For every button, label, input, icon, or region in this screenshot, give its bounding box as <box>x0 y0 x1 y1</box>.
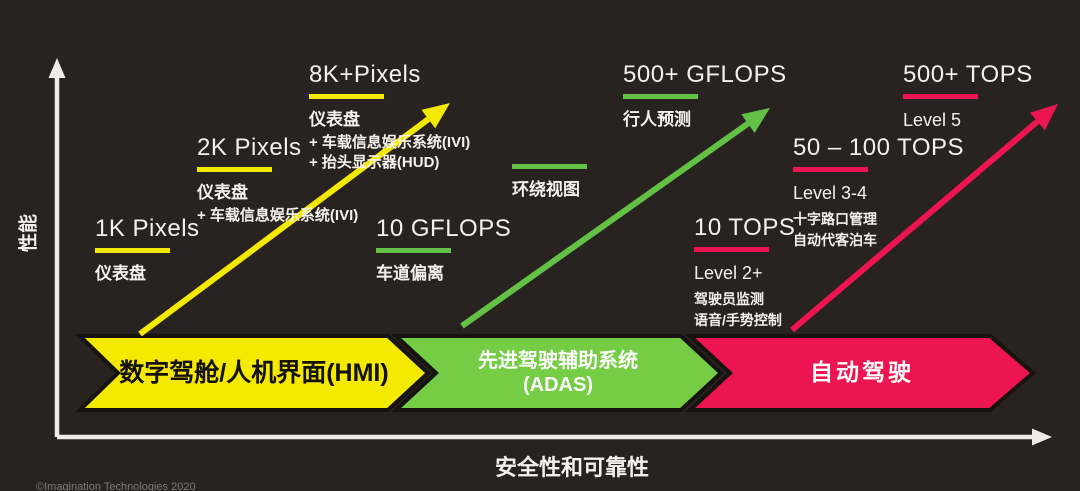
growth-arrow-adas-head <box>741 108 770 133</box>
milestone-title: 50 – 100 TOPS <box>793 134 965 161</box>
y-axis-label: 性能 <box>18 213 40 253</box>
milestone-line: 语音/手势控制 <box>694 311 782 328</box>
milestone-line: + 车载信息娱乐系统(IVI) <box>197 206 359 224</box>
milestone-underline-bar <box>694 247 769 252</box>
milestone-underline-bar <box>309 94 384 99</box>
stage-label-line: 数字驾舱/人机界面(HMI) <box>119 359 389 387</box>
milestone-title: 500+ GFLOPS <box>623 61 787 88</box>
milestone-title: 10 TOPS <box>694 214 796 241</box>
milestone-underline-bar <box>623 94 698 99</box>
milestone-500-gflops: 500+ GFLOPS 行人预测 <box>623 63 787 133</box>
stage-label-autonomous: 自动驾驶 <box>810 359 914 387</box>
milestone-title: 2K Pixels <box>197 134 302 161</box>
growth-arrow-autonomous-head <box>1029 104 1058 131</box>
milestone-50-100-tops: 50 – 100 TOPS Level 3-4 十字路口管理 自动代客泊车 <box>793 136 964 251</box>
milestone-line: 仪表盘 <box>197 183 248 202</box>
milestone-underline-bar <box>376 248 451 253</box>
copyright-text: ©Imagination Technologies 2020 <box>36 481 196 491</box>
milestone-10-tops: 10 TOPS Level 2+ 驾驶员监测语音/手势控制 <box>694 216 795 331</box>
x-axis-label: 安全性和可靠性 <box>494 455 650 480</box>
milestone-underline-bar <box>197 167 272 172</box>
milestone-2k-pixels: 2K Pixels 仪表盘 + 车载信息娱乐系统(IVI) <box>197 136 358 226</box>
y-axis-arrow-head <box>48 58 66 78</box>
stage-label-hmi: 数字驾舱/人机界面(HMI) <box>119 358 388 388</box>
x-axis-arrow <box>57 428 1052 446</box>
growth-arrow-autonomous-shaft <box>790 119 1040 333</box>
milestone-line: 自动代客泊车 <box>793 231 877 248</box>
growth-arrow-adas <box>460 108 770 329</box>
milestone-1k-pixels: 1K Pixels 仪表盘 <box>95 217 200 287</box>
growth-arrow-hmi-head <box>421 103 450 129</box>
milestone-title: 10 GFLOPS <box>376 215 512 242</box>
milestone-line: 仪表盘 <box>95 264 146 283</box>
stage-chevron-hmi <box>75 334 431 412</box>
stage-label-adas: 先进驾驶辅助系统 (ADAS) <box>478 349 638 397</box>
milestone-underline-bar <box>903 94 978 99</box>
milestone-title: 8K+Pixels <box>309 61 421 88</box>
growth-arrow-hmi <box>138 103 450 337</box>
milestone-title: 1K Pixels <box>95 215 200 242</box>
stage-chevron-adas <box>390 334 724 412</box>
milestone-underline-bar <box>95 248 170 253</box>
milestone-line: 十字路口管理 <box>793 211 877 228</box>
stage-label-line: 自动驾驶 <box>810 359 914 386</box>
growth-arrow-adas-shaft <box>460 121 750 329</box>
milestone-line: Level 2+ <box>694 263 763 283</box>
milestone-line: Level 3-4 <box>793 183 868 203</box>
milestone-line: + 抬头显示器(HUD) <box>309 154 440 172</box>
stage-chevron-autonomous <box>684 334 1037 412</box>
milestone-500-tops: 500+ TOPS Level 5 <box>903 63 1033 136</box>
x-axis-arrow-head <box>1032 428 1052 446</box>
milestone-surround-view: 环绕视图 <box>512 164 587 203</box>
milestone-line: 车道偏离 <box>376 264 444 283</box>
stage-label-line: 先进驾驶辅助系统 <box>478 350 638 372</box>
milestone-8k-pixels: 8K+Pixels 仪表盘 + 车载信息娱乐系统(IVI) + 抬头显示器(HUD) <box>309 63 470 174</box>
milestone-10-gflops: 10 GFLOPS 车道偏离 <box>376 217 511 287</box>
milestone-line: + 车载信息娱乐系统(IVI) <box>309 133 471 151</box>
milestone-line: 仪表盘 <box>309 110 360 129</box>
milestone-line: 行人预测 <box>623 110 691 129</box>
milestone-line: 环绕视图 <box>512 180 580 199</box>
milestone-underline-bar <box>793 167 868 172</box>
stage-label-line: (ADAS) <box>523 374 593 396</box>
milestone-line: 驾驶员监测 <box>694 291 764 308</box>
growth-arrow-autonomous <box>790 104 1058 333</box>
milestone-line: Level 5 <box>903 110 962 130</box>
milestone-underline-bar <box>512 164 587 169</box>
milestone-title: 500+ TOPS <box>903 61 1033 88</box>
growth-arrow-hmi-shaft <box>138 116 431 337</box>
y-axis-arrow <box>48 58 66 437</box>
